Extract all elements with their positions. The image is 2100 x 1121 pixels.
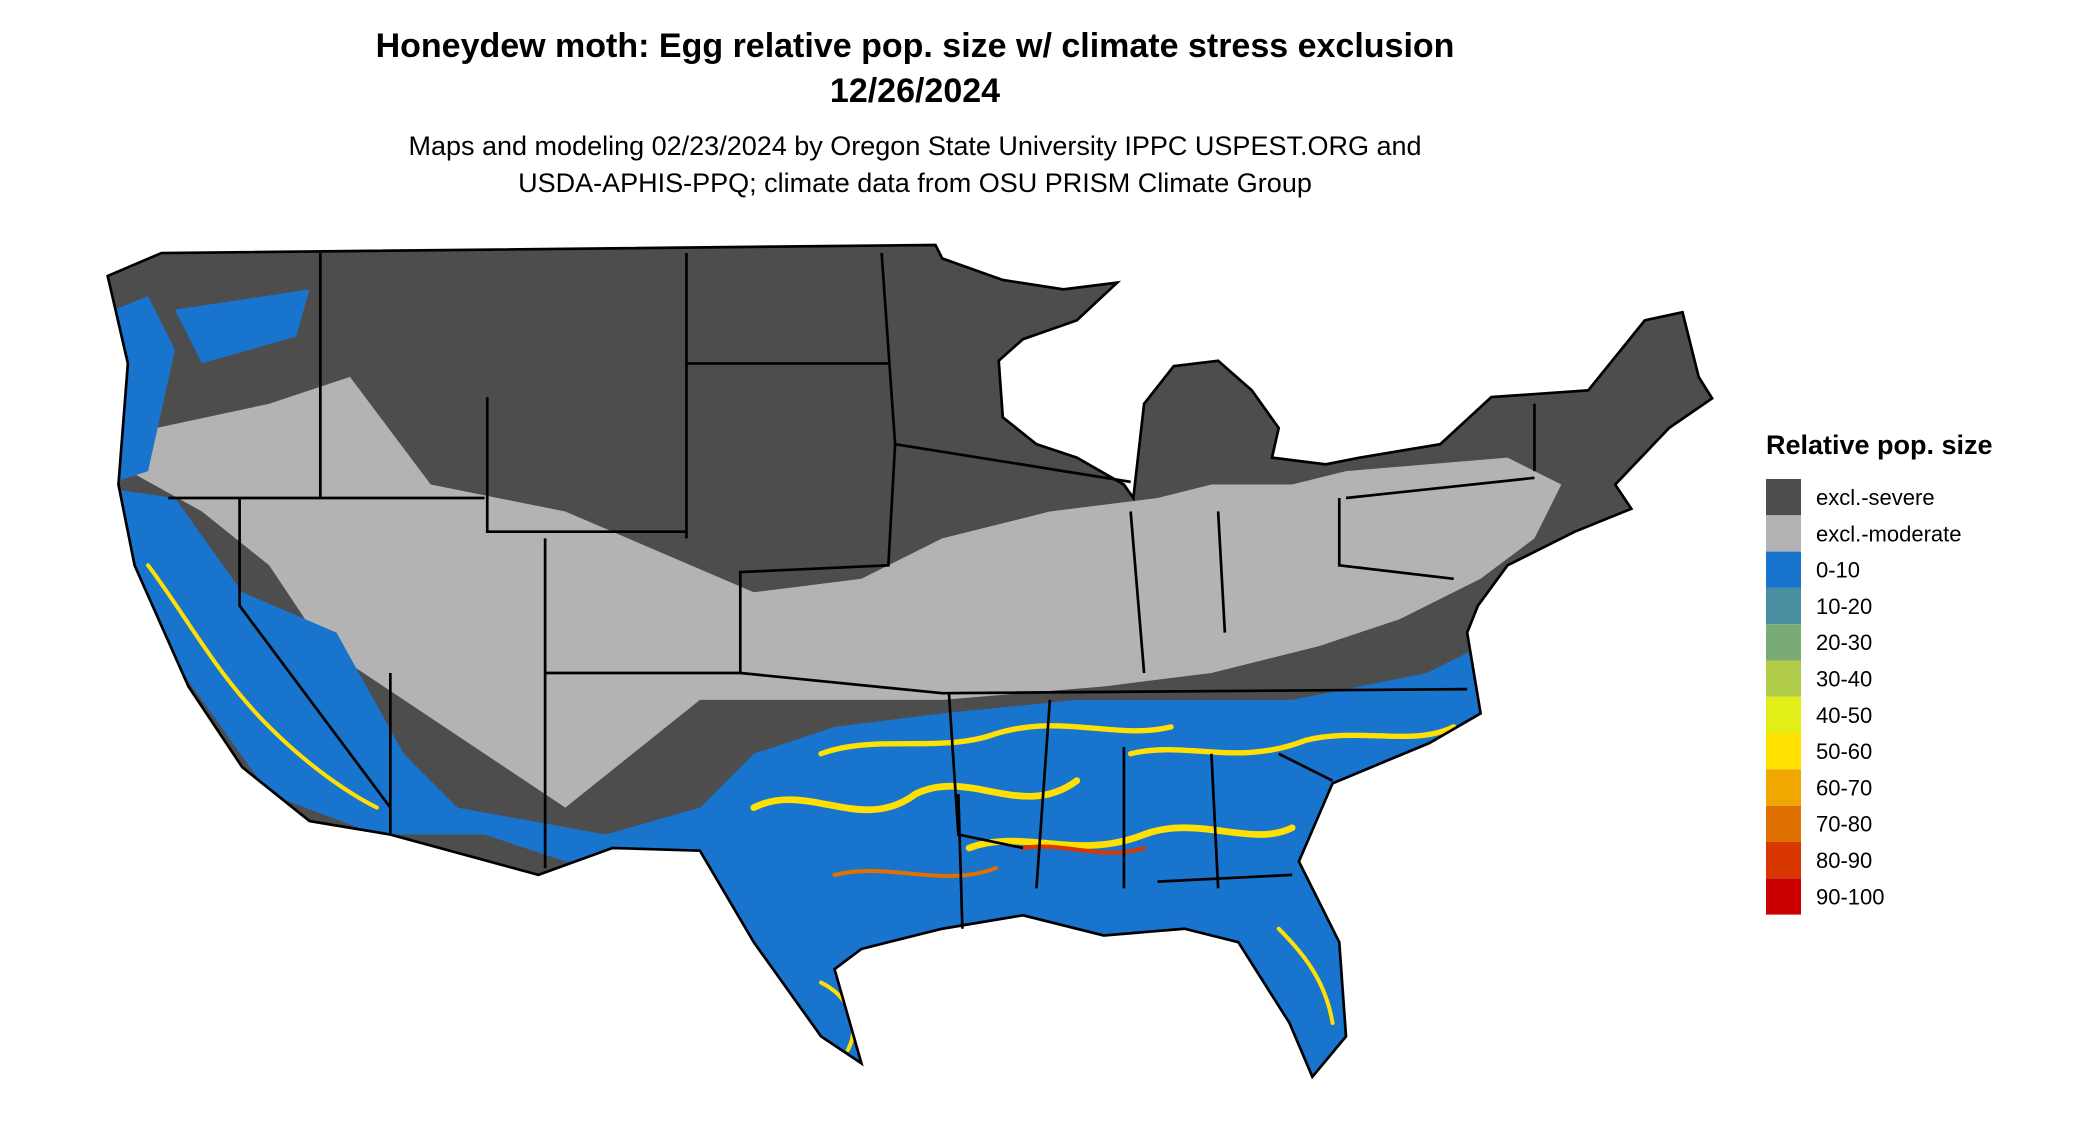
legend-label: 10-20 — [1816, 594, 1872, 619]
legend-swatch — [1766, 842, 1801, 879]
legend-swatch — [1766, 479, 1801, 516]
low-region — [107, 289, 1508, 1077]
state-borders — [106, 243, 1714, 1079]
date: 12/26/2024 — [830, 72, 1000, 110]
map-fill — [107, 244, 1713, 1077]
moderate-region — [107, 376, 1562, 808]
subtitle: USDA-APHIS-PPQ; climate data from OSU PR… — [518, 168, 1312, 198]
legend-swatch — [1766, 733, 1801, 770]
legend-label: 80-90 — [1816, 848, 1872, 873]
legend-label: 40-50 — [1816, 703, 1872, 728]
legend-label: 20-30 — [1816, 630, 1872, 655]
legend-swatch — [1766, 660, 1801, 697]
legend-label: 0-10 — [1816, 558, 1860, 583]
title: Honeydew moth: Egg relative pop. size w/… — [376, 27, 1455, 65]
legend-label: 60-70 — [1816, 775, 1872, 800]
legend-label: 30-40 — [1816, 667, 1872, 692]
legend-title: Relative pop. size — [1766, 430, 1993, 460]
legend-label: excl.-moderate — [1816, 521, 1962, 546]
legend-label: excl.-severe — [1816, 485, 1935, 510]
legend-swatch — [1766, 624, 1801, 661]
legend-label: 50-60 — [1816, 739, 1872, 764]
legend-swatch — [1766, 696, 1801, 734]
legend-swatch — [1766, 769, 1801, 806]
legend-label: 90-100 — [1816, 884, 1885, 909]
subtitle: Maps and modeling 02/23/2024 by Oregon S… — [408, 131, 1421, 161]
legend-swatch — [1766, 515, 1801, 552]
legend-label: 70-80 — [1816, 812, 1872, 837]
legend-swatch — [1766, 551, 1801, 588]
legend: excl.-severe excl.-moderate 0-10 10-20 20-30… — [1766, 479, 1962, 915]
map — [106, 243, 1714, 1079]
legend-swatch — [1766, 805, 1801, 842]
legend-swatch — [1766, 587, 1801, 625]
low-region — [107, 296, 175, 485]
legend-swatch — [1766, 878, 1801, 915]
